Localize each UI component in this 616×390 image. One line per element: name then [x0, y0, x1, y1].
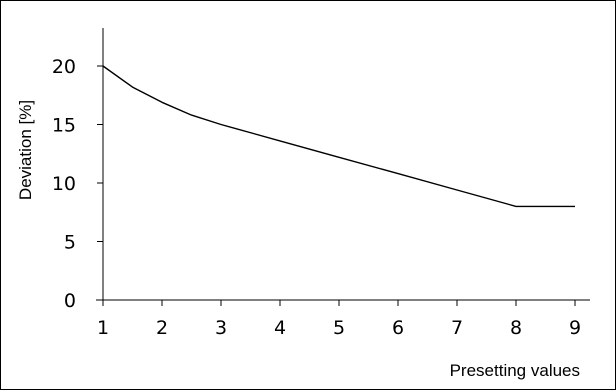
x-axis-title: Presetting values [450, 361, 580, 380]
x-tick-label: 1 [97, 317, 109, 339]
x-tick-label: 9 [569, 317, 581, 339]
series [102, 65, 575, 208]
y-tick-label: 20 [52, 56, 76, 78]
ticks [97, 65, 576, 306]
axes [96, 28, 590, 301]
y-tick-label: 15 [52, 115, 76, 137]
y-tick-label: 10 [52, 173, 76, 195]
series-line [102, 65, 575, 208]
y-tick-label: 0 [64, 290, 76, 312]
x-tick-label: 2 [156, 317, 168, 339]
x-tick-label: 5 [333, 317, 345, 339]
x-tick-label: 6 [392, 317, 404, 339]
x-tick-label: 4 [274, 317, 286, 339]
y-axis-title: Deviation [%] [16, 100, 35, 200]
x-tick-label: 7 [451, 317, 463, 339]
x-tick-label: 3 [215, 317, 227, 339]
tick-labels: 1 2 3 4 5 6 7 8 9 0 5 10 15 20 [52, 56, 581, 339]
x-tick-label: 8 [510, 317, 522, 339]
y-tick-label: 5 [64, 232, 76, 254]
